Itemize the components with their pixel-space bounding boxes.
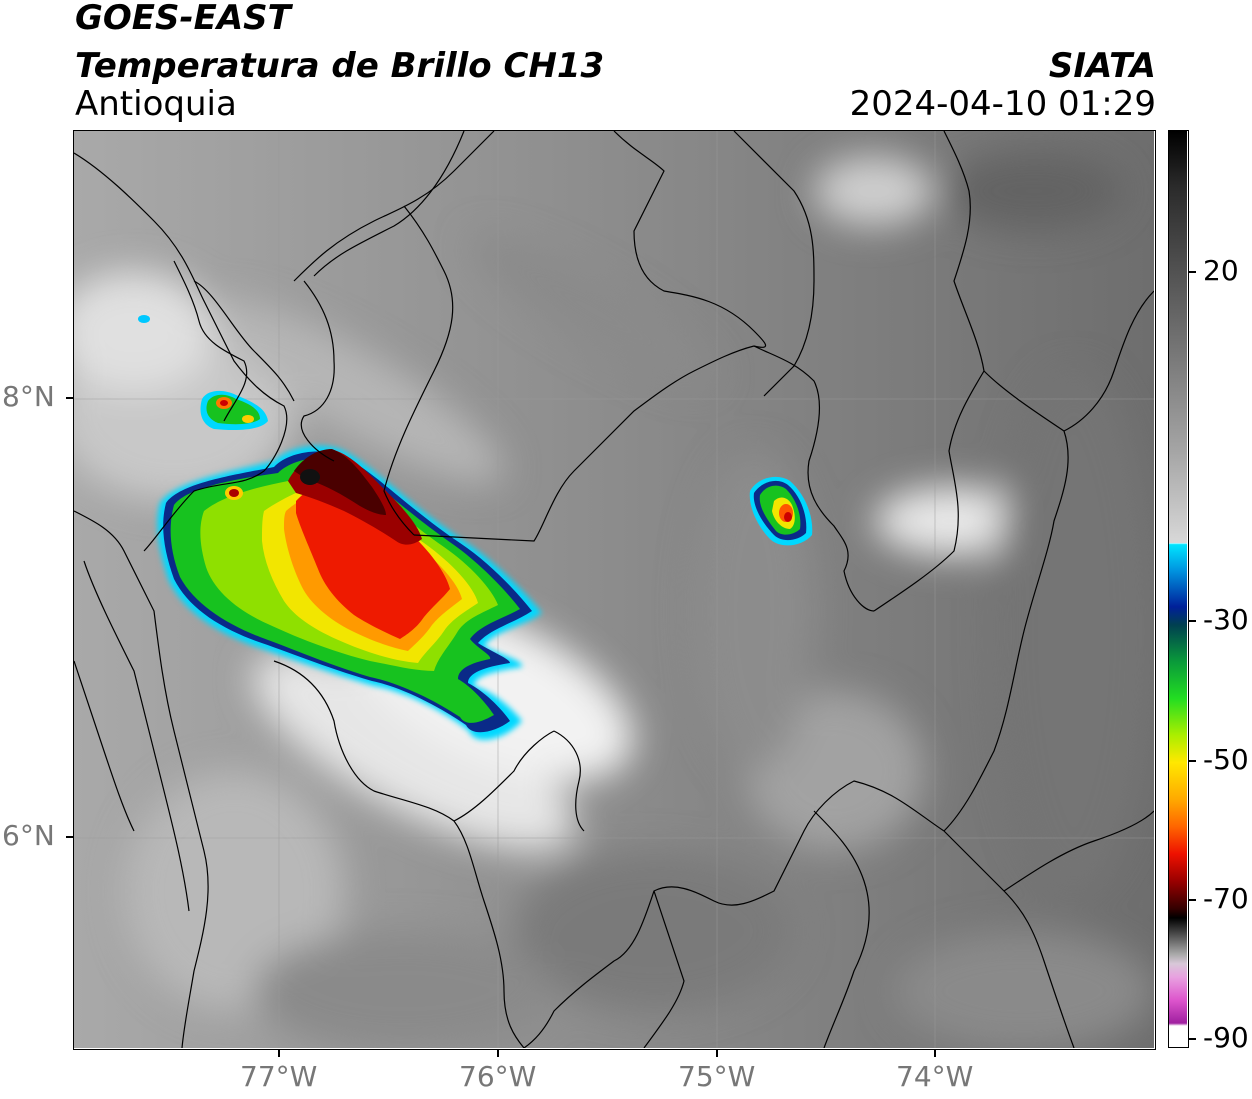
lon-label-76w: 76°W <box>459 1060 537 1093</box>
lon-tick-74w <box>934 1050 936 1057</box>
cb-tick-20 <box>1189 271 1196 273</box>
lon-label-77w: 77°W <box>240 1060 318 1093</box>
cold-speck <box>138 315 150 323</box>
lon-label-74w: 74°W <box>896 1060 974 1093</box>
cb-label-minus30: -30 <box>1203 603 1249 636</box>
brightness-temperature-field <box>74 131 1155 1049</box>
cloud-texture <box>74 151 1154 1049</box>
cb-label-minus90: -90 <box>1203 1021 1249 1054</box>
lat-label-6n: 6°N <box>2 819 55 852</box>
small-convective-cell-east <box>749 476 813 546</box>
small-convective-cell-nw <box>200 390 268 431</box>
product-title: Temperatura de Brillo CH13 <box>75 46 605 86</box>
lat-label-8n: 8°N <box>2 380 55 413</box>
region-label: Antioquia <box>75 84 237 124</box>
lat-tick-6n <box>66 836 73 838</box>
cb-tick-minus70 <box>1189 899 1196 901</box>
colorbar-gradient <box>1169 131 1187 1046</box>
satellite-map <box>73 130 1156 1050</box>
datetime-label: 2024-04-10 01:29 <box>849 84 1156 124</box>
cb-tick-minus90 <box>1189 1038 1196 1040</box>
colorbar <box>1168 130 1189 1048</box>
lon-tick-75w <box>716 1050 718 1057</box>
cb-label-minus70: -70 <box>1203 882 1249 915</box>
main-convective-cell <box>157 445 542 740</box>
lon-tick-76w <box>497 1050 499 1057</box>
cb-label-20: 20 <box>1203 254 1239 287</box>
agency-label: SIATA <box>1048 46 1156 86</box>
satellite-title: GOES-EAST <box>75 0 291 38</box>
cb-tick-minus50 <box>1189 760 1196 762</box>
lon-tick-77w <box>278 1050 280 1057</box>
cb-tick-minus30 <box>1189 620 1196 622</box>
lon-label-75w: 75°W <box>678 1060 756 1093</box>
cb-label-minus50: -50 <box>1203 743 1249 776</box>
boundaries <box>74 131 1155 1049</box>
lat-tick-8n <box>66 397 73 399</box>
